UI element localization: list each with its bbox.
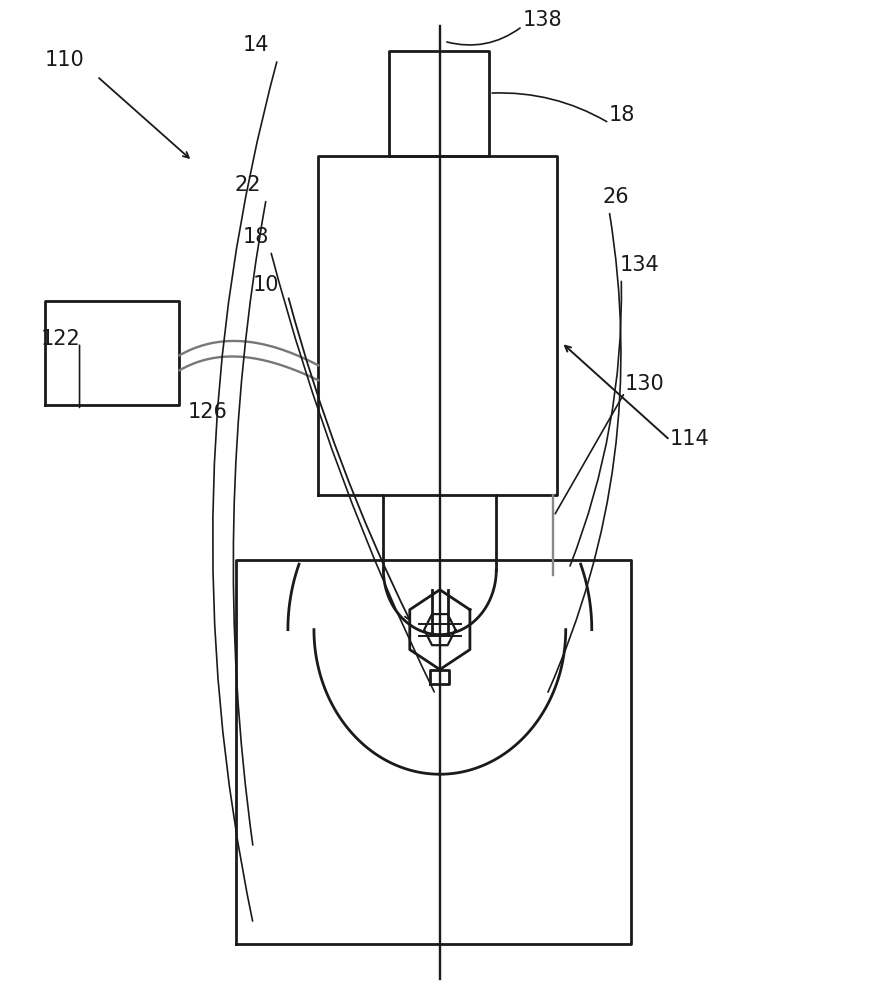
Text: 14: 14 (243, 35, 269, 55)
Text: 10: 10 (253, 275, 280, 295)
Text: 134: 134 (619, 255, 659, 275)
Text: 110: 110 (44, 50, 84, 70)
Text: 22: 22 (234, 175, 260, 195)
Text: 114: 114 (670, 429, 710, 449)
Text: 130: 130 (625, 374, 665, 394)
Text: 26: 26 (602, 187, 629, 207)
Text: 122: 122 (40, 329, 80, 349)
Text: 18: 18 (243, 227, 269, 247)
Text: 138: 138 (523, 10, 562, 30)
Text: 126: 126 (188, 402, 228, 422)
Text: 18: 18 (609, 105, 636, 125)
